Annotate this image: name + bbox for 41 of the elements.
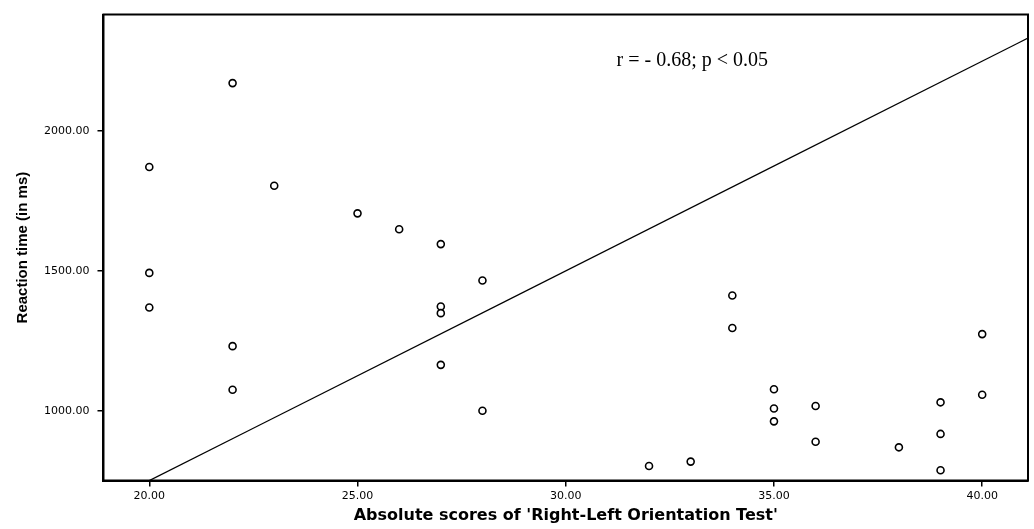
point <box>728 291 737 300</box>
point <box>436 239 446 249</box>
point <box>728 323 737 333</box>
point <box>811 437 820 447</box>
point <box>811 401 820 411</box>
point <box>436 308 446 318</box>
x-tick-label: 40.00 <box>966 489 998 503</box>
x-tick-label: 20.00 <box>133 489 166 503</box>
annotation: r = - 0.68; p < 0.05 <box>616 47 769 71</box>
point <box>145 303 154 312</box>
point <box>894 443 904 452</box>
point <box>145 162 154 172</box>
x-axis-title: Absolute scores of 'Right-Left Orientation Test' <box>353 504 778 524</box>
point <box>145 268 154 278</box>
point <box>478 406 487 416</box>
point <box>478 276 487 285</box>
point <box>269 181 279 190</box>
point <box>394 224 404 234</box>
point <box>436 360 446 370</box>
point <box>436 302 446 311</box>
y-tick-label: 1500.00 <box>43 263 90 277</box>
point <box>977 390 987 400</box>
point <box>353 209 362 218</box>
point <box>936 465 945 475</box>
x-tick-label: 35.00 <box>758 489 790 503</box>
y-tick-label: 1000.00 <box>43 403 90 417</box>
point <box>644 461 654 471</box>
point <box>936 398 945 407</box>
point <box>228 385 237 395</box>
point <box>228 78 237 88</box>
point <box>769 384 779 394</box>
point <box>686 457 695 466</box>
x-tick-label: 25.00 <box>341 489 374 503</box>
x-tick-label: 30.00 <box>549 489 582 503</box>
point <box>936 429 945 439</box>
point <box>769 404 779 413</box>
point <box>769 417 779 426</box>
point <box>977 329 987 339</box>
point <box>228 341 237 351</box>
y-axis-title: Reaction time (in ms) <box>13 171 31 324</box>
y-tick-label: 2000.00 <box>43 124 90 138</box>
